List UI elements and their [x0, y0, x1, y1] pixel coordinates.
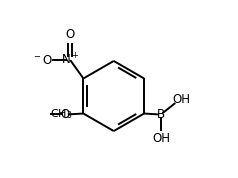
Text: $^-$O: $^-$O	[33, 54, 54, 67]
Text: O: O	[60, 108, 70, 121]
Text: B: B	[157, 108, 165, 121]
Text: $\mathregular{N}^+$: $\mathregular{N}^+$	[61, 53, 79, 68]
Text: CH$_3$: CH$_3$	[50, 108, 73, 121]
Text: O: O	[66, 28, 75, 41]
Text: OH: OH	[172, 93, 190, 106]
Text: OH: OH	[153, 132, 171, 145]
